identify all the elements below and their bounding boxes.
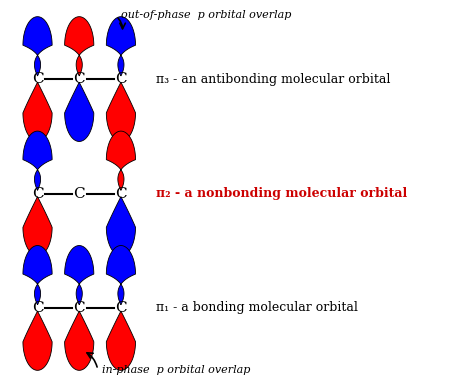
Polygon shape — [23, 245, 52, 305]
Polygon shape — [64, 17, 94, 76]
Polygon shape — [23, 311, 52, 370]
Text: C: C — [115, 301, 127, 315]
Text: C: C — [115, 72, 127, 86]
Text: π₁ - a bonding molecular orbital: π₁ - a bonding molecular orbital — [155, 301, 357, 314]
Text: C: C — [73, 72, 85, 86]
Text: C: C — [32, 72, 43, 86]
Polygon shape — [64, 311, 94, 370]
Polygon shape — [23, 131, 52, 190]
Polygon shape — [23, 17, 52, 76]
Polygon shape — [106, 245, 136, 305]
Text: C: C — [73, 301, 85, 315]
Polygon shape — [106, 82, 136, 142]
Polygon shape — [106, 17, 136, 76]
Text: in-phase  p orbital overlap: in-phase p orbital overlap — [102, 365, 251, 375]
Text: out-of-phase  p orbital overlap: out-of-phase p orbital overlap — [121, 10, 292, 20]
Polygon shape — [64, 82, 94, 142]
Polygon shape — [106, 197, 136, 256]
Text: C: C — [32, 187, 43, 200]
Polygon shape — [106, 311, 136, 370]
Text: C: C — [115, 187, 127, 200]
Polygon shape — [23, 82, 52, 142]
Text: C: C — [73, 187, 85, 200]
Text: π₃ - an antibonding molecular orbital: π₃ - an antibonding molecular orbital — [155, 73, 390, 86]
Polygon shape — [23, 197, 52, 256]
Polygon shape — [64, 245, 94, 305]
Polygon shape — [106, 131, 136, 190]
Text: π₂ - a nonbonding molecular orbital: π₂ - a nonbonding molecular orbital — [155, 187, 407, 200]
Text: C: C — [32, 301, 43, 315]
